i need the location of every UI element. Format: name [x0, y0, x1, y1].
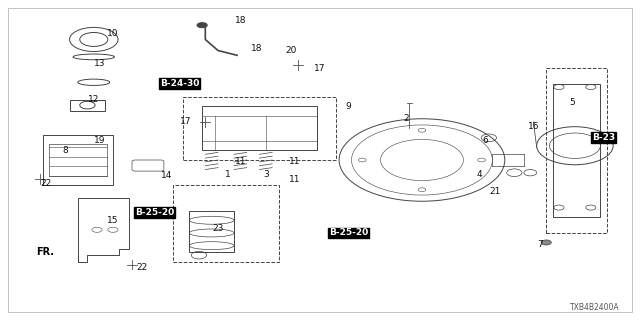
Text: 19: 19 — [95, 136, 106, 146]
Text: 9: 9 — [346, 101, 351, 111]
Circle shape — [197, 23, 207, 28]
Text: 11: 11 — [289, 157, 300, 166]
Text: 13: 13 — [95, 59, 106, 68]
Text: 8: 8 — [62, 146, 68, 155]
Bar — [173, 185, 278, 261]
Text: B-25-20: B-25-20 — [134, 208, 174, 217]
Text: 5: 5 — [569, 99, 575, 108]
Bar — [49, 144, 106, 176]
Text: TXB4B2400A: TXB4B2400A — [570, 303, 620, 312]
Bar — [183, 97, 336, 160]
Text: 11: 11 — [235, 157, 246, 166]
Bar — [189, 211, 234, 252]
Text: 20: 20 — [285, 46, 297, 55]
Text: 17: 17 — [314, 63, 326, 73]
Bar — [552, 84, 600, 217]
Text: 6: 6 — [483, 136, 488, 146]
Bar — [70, 100, 104, 111]
Text: 23: 23 — [212, 224, 224, 233]
Text: 14: 14 — [161, 172, 173, 180]
Text: 22: 22 — [40, 179, 52, 188]
Text: B-23: B-23 — [592, 133, 615, 142]
Bar — [202, 106, 317, 150]
Text: 10: 10 — [107, 28, 118, 38]
Text: 7: 7 — [537, 240, 543, 249]
Text: 3: 3 — [263, 170, 269, 179]
Text: 2: 2 — [403, 114, 409, 123]
Text: 17: 17 — [180, 117, 192, 126]
Text: 16: 16 — [528, 122, 540, 131]
Text: 15: 15 — [107, 216, 118, 225]
Text: 11: 11 — [289, 174, 300, 184]
Bar — [43, 135, 113, 185]
Text: FR.: FR. — [36, 247, 54, 257]
Text: 4: 4 — [477, 170, 482, 179]
Circle shape — [541, 240, 551, 245]
Text: 1: 1 — [225, 170, 230, 179]
Text: 21: 21 — [490, 187, 501, 196]
Bar — [546, 68, 607, 233]
Text: 18: 18 — [235, 16, 246, 25]
Text: 12: 12 — [88, 95, 99, 104]
Text: 22: 22 — [136, 263, 147, 272]
Text: B-24-30: B-24-30 — [160, 79, 200, 88]
Text: 18: 18 — [250, 44, 262, 53]
Text: B-25-20: B-25-20 — [329, 228, 368, 237]
